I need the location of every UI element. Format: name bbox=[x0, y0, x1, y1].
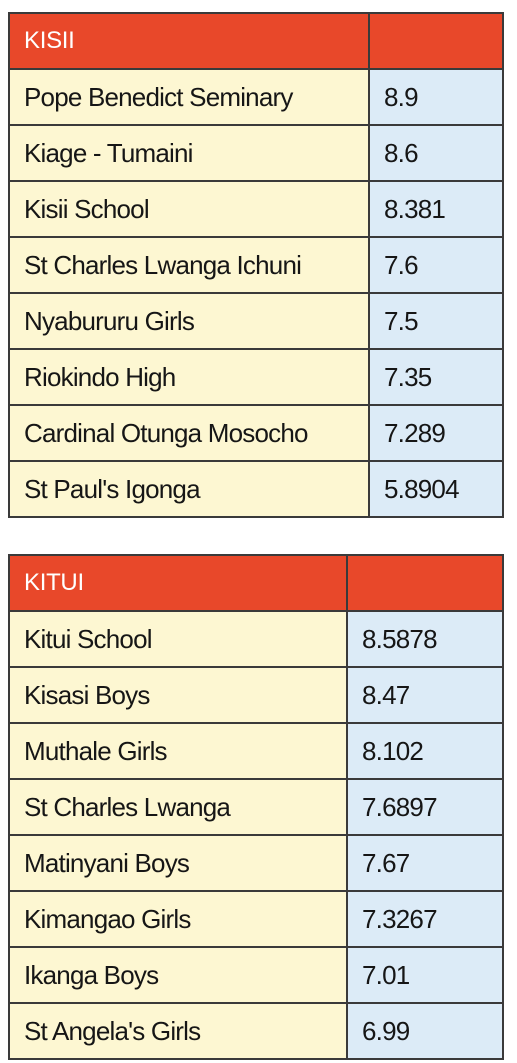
mean-score: 8.5878 bbox=[346, 610, 504, 668]
table-row: Kimangao Girls 7.3267 bbox=[8, 890, 504, 948]
school-name: Cardinal Otunga Mosocho bbox=[8, 404, 370, 462]
county-header: KISII bbox=[8, 12, 370, 70]
table-row: Kisasi Boys 8.47 bbox=[8, 666, 504, 724]
school-name: St Angela's Girls bbox=[8, 1002, 348, 1060]
table-row: Matinyani Boys 7.67 bbox=[8, 834, 504, 892]
mean-score: 8.102 bbox=[346, 722, 504, 780]
mean-score: 7.3267 bbox=[346, 890, 504, 948]
kisii-table: KISII Pope Benedict Seminary 8.9 Kiage -… bbox=[8, 12, 504, 518]
table-row: St Charles Lwanga 7.6897 bbox=[8, 778, 504, 836]
table-row: Pope Benedict Seminary 8.9 bbox=[8, 68, 504, 126]
table-row: St Angela's Girls 6.99 bbox=[8, 1002, 504, 1060]
school-name: Riokindo High bbox=[8, 348, 370, 406]
county-header: KITUI bbox=[8, 554, 348, 612]
table-row: St Paul's Igonga 5.8904 bbox=[8, 460, 504, 518]
school-name: Kisii School bbox=[8, 180, 370, 238]
table-row: Ikanga Boys 7.01 bbox=[8, 946, 504, 1004]
mean-score: 7.01 bbox=[346, 946, 504, 1004]
mean-score: 7.6897 bbox=[346, 778, 504, 836]
mean-score: 6.99 bbox=[346, 1002, 504, 1060]
mean-score: 7.6 bbox=[368, 236, 504, 294]
header-blank-cell bbox=[368, 12, 504, 70]
school-name: Kitui School bbox=[8, 610, 348, 668]
mean-score: 7.67 bbox=[346, 834, 504, 892]
mean-score: 8.47 bbox=[346, 666, 504, 724]
school-name: Nyabururu Girls bbox=[8, 292, 370, 350]
table-row: Muthale Girls 8.102 bbox=[8, 722, 504, 780]
table-header-row: KITUI bbox=[8, 554, 504, 612]
mean-score: 7.289 bbox=[368, 404, 504, 462]
school-name: Matinyani Boys bbox=[8, 834, 348, 892]
school-name: St Charles Lwanga bbox=[8, 778, 348, 836]
school-name: St Charles Lwanga Ichuni bbox=[8, 236, 370, 294]
table-row: Kisii School 8.381 bbox=[8, 180, 504, 238]
mean-score: 7.5 bbox=[368, 292, 504, 350]
table-row: Cardinal Otunga Mosocho 7.289 bbox=[8, 404, 504, 462]
school-name: Kimangao Girls bbox=[8, 890, 348, 948]
table-row: Kiage - Tumaini 8.6 bbox=[8, 124, 504, 182]
table-row: Riokindo High 7.35 bbox=[8, 348, 504, 406]
kitui-table: KITUI Kitui School 8.5878 Kisasi Boys 8.… bbox=[8, 554, 504, 1060]
school-name: Pope Benedict Seminary bbox=[8, 68, 370, 126]
table-row: Kitui School 8.5878 bbox=[8, 610, 504, 668]
header-blank-cell bbox=[346, 554, 504, 612]
mean-score: 8.6 bbox=[368, 124, 504, 182]
school-name: Muthale Girls bbox=[8, 722, 348, 780]
mean-score: 8.381 bbox=[368, 180, 504, 238]
school-name: Ikanga Boys bbox=[8, 946, 348, 1004]
school-name: Kisasi Boys bbox=[8, 666, 348, 724]
school-name: Kiage - Tumaini bbox=[8, 124, 370, 182]
mean-score: 5.8904 bbox=[368, 460, 504, 518]
mean-score: 7.35 bbox=[368, 348, 504, 406]
school-name: St Paul's Igonga bbox=[8, 460, 370, 518]
table-row: Nyabururu Girls 7.5 bbox=[8, 292, 504, 350]
table-row: St Charles Lwanga Ichuni 7.6 bbox=[8, 236, 504, 294]
table-header-row: KISII bbox=[8, 12, 504, 70]
mean-score: 8.9 bbox=[368, 68, 504, 126]
